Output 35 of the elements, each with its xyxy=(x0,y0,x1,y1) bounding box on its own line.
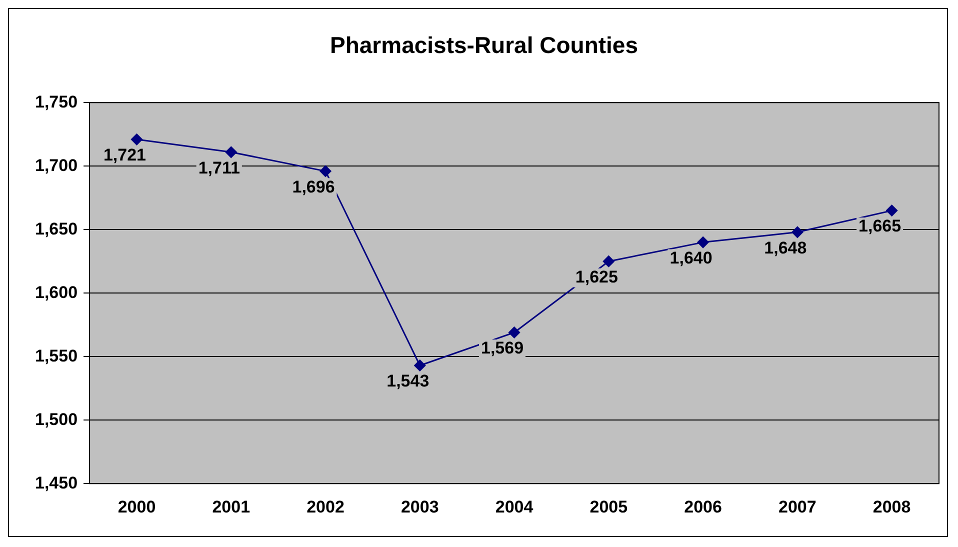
y-tick-label: 1,650 xyxy=(34,219,78,238)
x-tick-label: 2000 xyxy=(118,497,156,516)
data-label: 1,665 xyxy=(858,216,902,236)
point xyxy=(508,326,520,338)
x-tick-label: 2003 xyxy=(400,497,439,516)
point xyxy=(697,236,709,248)
y-tick-label: 1,450 xyxy=(34,473,78,492)
point xyxy=(414,360,426,372)
point xyxy=(792,226,804,238)
chart-title: Pharmacists-Rural Counties xyxy=(330,32,638,58)
y-tick-label: 1,550 xyxy=(34,346,78,366)
point xyxy=(886,204,898,216)
x-tick-label: 2004 xyxy=(495,497,534,516)
data-label: 1,648 xyxy=(764,238,807,258)
data-label: 1,640 xyxy=(670,248,712,268)
data-label: 1,543 xyxy=(386,372,430,391)
x-tick-label: 2005 xyxy=(590,497,628,516)
x-tick-label: 2001 xyxy=(212,497,250,516)
y-tick-label: 1,600 xyxy=(34,282,78,302)
data-label: 1,721 xyxy=(103,146,146,165)
data-label: 1,625 xyxy=(575,268,618,287)
point xyxy=(602,256,614,268)
y-tick-label: 1,750 xyxy=(34,92,78,112)
point xyxy=(130,134,142,146)
data-label: 1,569 xyxy=(480,338,524,358)
data-label: 1,711 xyxy=(198,158,240,178)
y-tick-label: 1,500 xyxy=(34,410,78,429)
x-tick-label: 2006 xyxy=(684,497,722,516)
y-tick-label: 1,700 xyxy=(34,156,78,175)
point xyxy=(320,165,332,177)
x-tick-label: 2008 xyxy=(872,497,911,516)
data-label: 1,696 xyxy=(292,177,335,196)
point xyxy=(225,146,237,158)
x-tick-label: 2007 xyxy=(778,497,816,516)
x-tick-label: 2002 xyxy=(306,497,344,516)
